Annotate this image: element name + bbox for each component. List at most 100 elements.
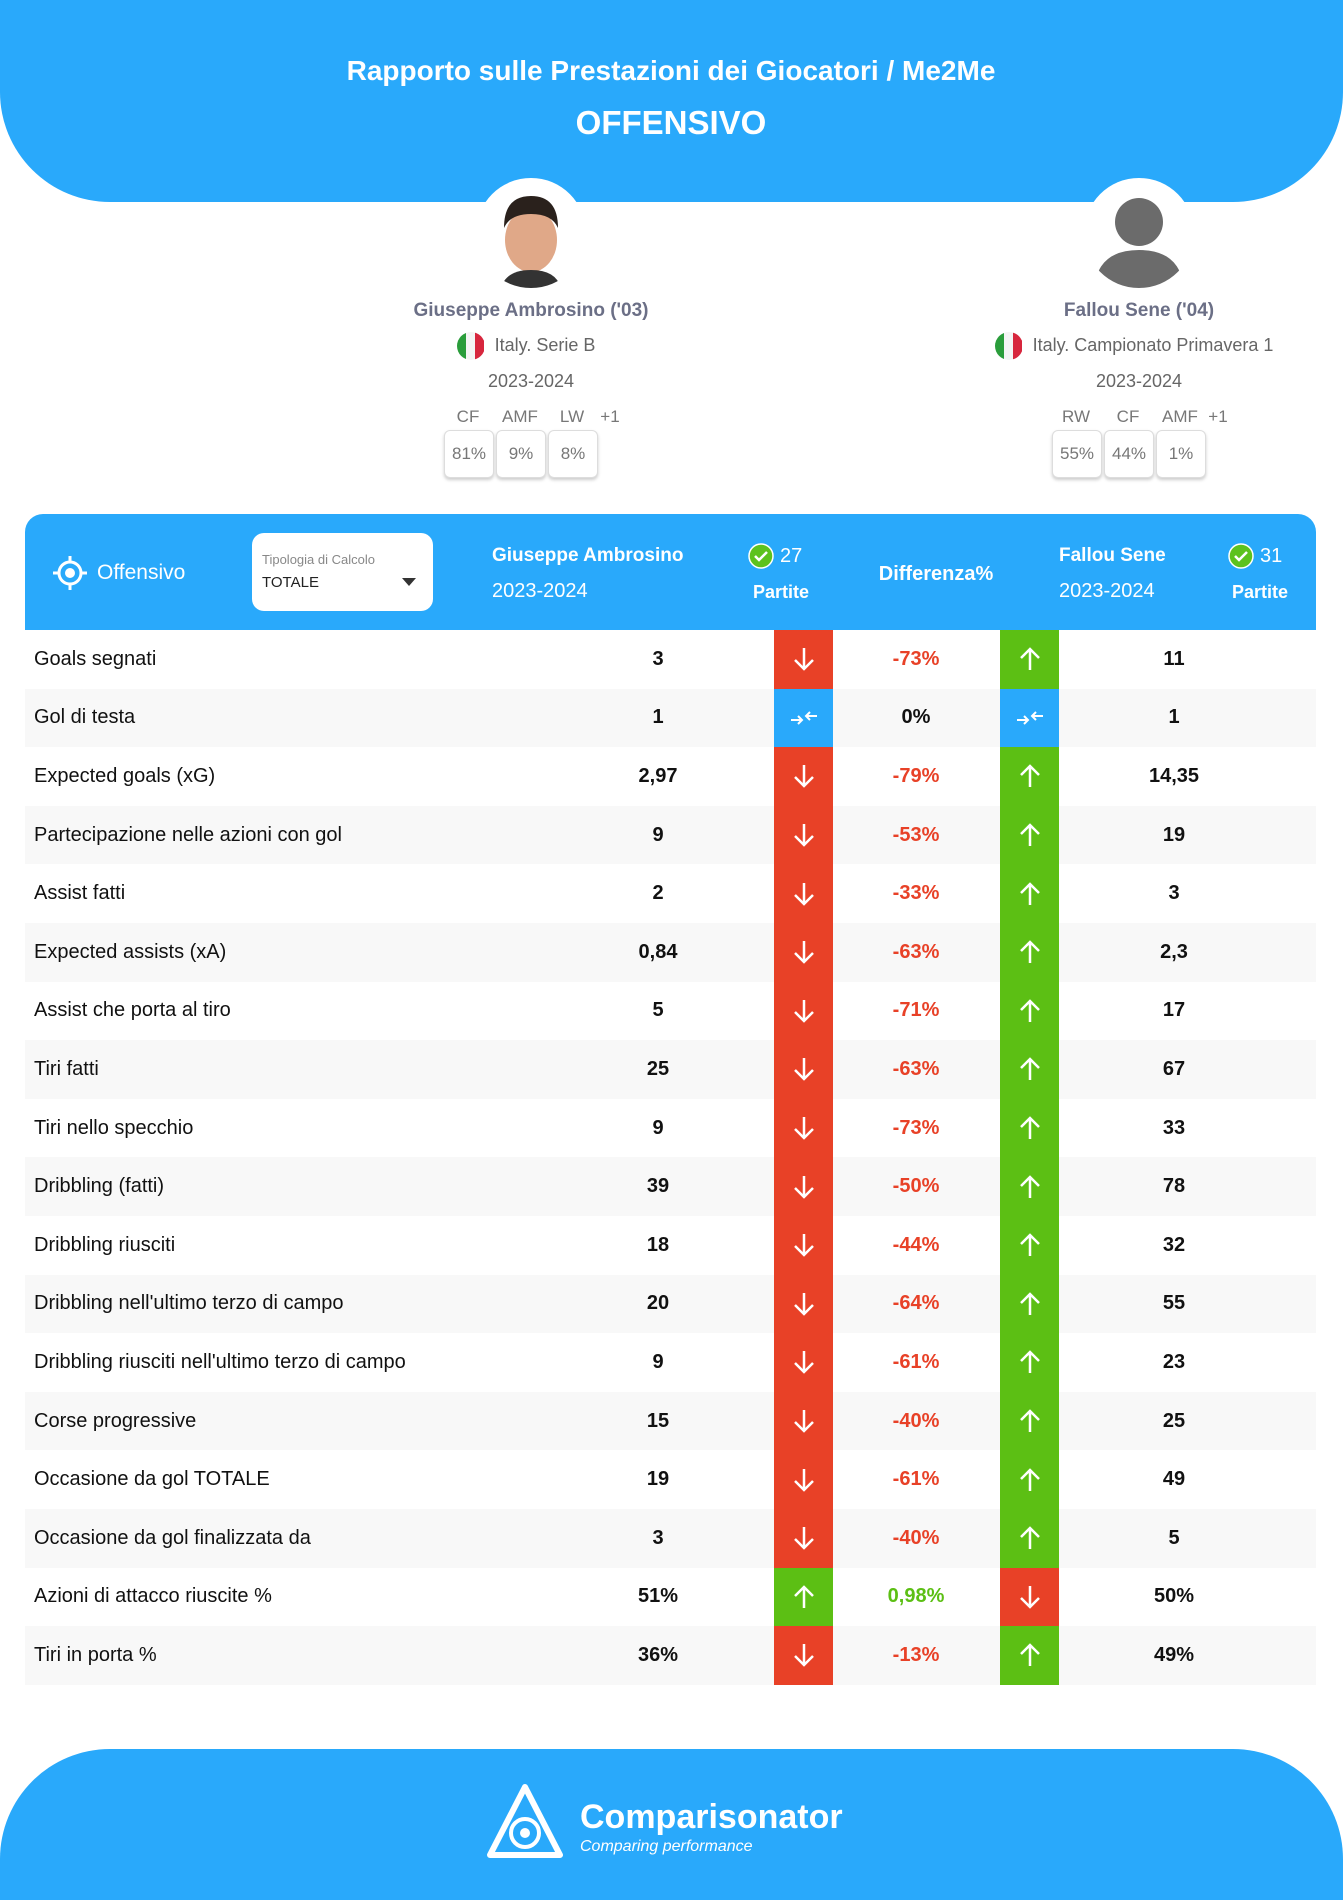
position-pct: 8% [548,430,598,478]
trend-arrow [1000,630,1059,689]
position-label: AMF [1162,407,1198,426]
trend-arrow [774,1040,833,1099]
trend-arrow [774,1509,833,1568]
table-row: Dribbling riusciti nell'ultimo terzo di … [25,1333,1316,1392]
avatar [476,178,586,288]
position-pct: 1% [1156,430,1206,478]
metric-label: Assist che porta al tiro [34,999,231,1022]
metric-label: Tiri in porta % [34,1643,157,1666]
flag-icon [456,332,485,360]
table-row: Partecipazione nelle azioni con gol 9 -53%… [25,805,1316,865]
trend-arrow [774,688,833,748]
metric-label: Occasione da gol TOTALE [34,1468,270,1491]
table-row: Dribbling (fatti) 39 -50% 78 [25,1157,1316,1216]
player2-name: Fallou Sene [1059,545,1166,566]
trend-arrow [774,864,833,923]
metric-label: Goals segnati [34,647,157,670]
trend-arrow [1000,1509,1059,1568]
position-label: CF [1116,407,1140,426]
table-row: Expected goals (xG) 2,97 -79% 14,35 [25,747,1316,806]
trend-arrow [1000,1274,1059,1334]
position-pct: 9% [496,430,546,478]
player1-name: Giuseppe Ambrosino [492,545,684,566]
trend-arrow [1000,1333,1059,1392]
player-league: Italy. Campionato Primavera 1 [1032,335,1274,355]
metric-label: Occasione da gol finalizzata da [34,1526,311,1549]
table-row: Gol di testa 1 0% 1 [25,688,1316,748]
metric-label: Tiri nello specchio [34,1116,194,1139]
position-pct: 81% [444,430,494,478]
check-icon [748,543,774,569]
subtitle: OFFENSIVO [575,104,767,141]
trend-arrow [774,1567,833,1627]
footer-band [0,1749,1343,1900]
trend-arrow [1000,688,1059,748]
table-row: Occasione da gol finalizzata da 3 -40% 5 [25,1509,1316,1568]
check-icon [1228,543,1254,569]
brand-name: Comparisonator [580,1798,843,1836]
header-band [0,0,1343,202]
table-row: Tiri nello specchio 9 -73% 33 [25,1098,1316,1158]
trend-arrow [774,923,833,982]
trend-arrow [774,1098,833,1158]
trend-arrow [1000,981,1059,1041]
metric-label: Partecipazione nelle azioni con gol [34,823,342,846]
trend-arrow [774,1274,833,1334]
player1-season: 2023-2024 [492,580,588,602]
metric-label: Dribbling (fatti) [34,1175,165,1198]
position-label: LW [559,407,585,426]
brand-tagline: Comparing performance [580,1838,753,1855]
player2-season: 2023-2024 [1059,580,1155,602]
table-row: Corse progressive 15 -40% 25 [25,1391,1316,1451]
trend-arrow [774,747,833,806]
table-row: Tiri in porta % 36% -13% 49% [25,1626,1316,1685]
metric-label: Corse progressive [34,1409,197,1432]
player-season: 2023-2024 [487,371,575,391]
trend-arrow [1000,1567,1059,1627]
trend-arrow [774,1216,833,1275]
metric-label: Tiri fatti [34,1057,99,1080]
table-row: Dribbling nell'ultimo terzo di campo 20 -6… [25,1274,1316,1334]
metric-label: Expected assists (xA) [34,940,227,963]
trend-arrow [1000,1450,1059,1509]
player-league: Italy. Serie B [494,335,596,355]
trend-arrow [1000,1391,1059,1451]
trend-arrow [774,1450,833,1509]
trend-arrow [1000,1216,1059,1275]
metric-label: Assist fatti [34,882,126,905]
position-pct: 55% [1052,430,1102,478]
table-row: Dribbling riusciti 18 -44% 32 [25,1216,1316,1275]
metric-label: Dribbling nell'ultimo terzo di campo [34,1292,344,1315]
trend-arrow [774,1626,833,1685]
metric-label: Expected goals (xG) [34,764,216,787]
dropdown-caret [402,578,416,586]
avatar [1084,178,1194,288]
table-header: Offensivo Tipologia di Calcolo TOTALE Gi… [25,514,1316,630]
trend-arrow [774,1333,833,1392]
table-row: Expected assists (xA) 0,84 -63% 2,3 [25,923,1316,982]
calc-dropdown[interactable]: Tipologia di Calcolo TOTALE [252,533,433,611]
trend-arrow [1000,1157,1059,1216]
calc-label: Tipologia di Calcolo [262,552,375,567]
matches-label: Partite [1231,582,1289,602]
matches-label: Partite [752,582,810,602]
table-row: Assist fatti 2 -33% 3 [25,864,1316,923]
calc-value: TOTALE [262,574,319,591]
trend-arrow [774,1157,833,1216]
table-row: Azioni di attacco riuscite % 51% 0,98% 50% [25,1567,1316,1627]
position-extra: +1 [600,407,620,426]
target-icon [53,556,87,590]
table-row: Assist che porta al tiro 5 -71% 17 [25,981,1316,1041]
brand-logo [487,1784,563,1858]
diff-label: Differenza% [878,563,994,585]
trend-arrow [1000,1626,1059,1685]
trend-arrow [774,805,833,865]
trend-arrow [1000,864,1059,923]
table-row: Tiri fatti 25 -63% 67 [25,1040,1316,1099]
position-pct: 44% [1104,430,1154,478]
player-name: Giuseppe Ambrosino ('03) [413,300,649,321]
trend-arrow [1000,1098,1059,1158]
table-row: Goals segnati 3 -73% 11 [25,630,1316,689]
table-row: Occasione da gol TOTALE 19 -61% 49 [25,1450,1316,1509]
